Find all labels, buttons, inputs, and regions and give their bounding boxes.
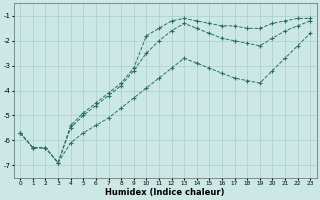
X-axis label: Humidex (Indice chaleur): Humidex (Indice chaleur) bbox=[106, 188, 225, 197]
